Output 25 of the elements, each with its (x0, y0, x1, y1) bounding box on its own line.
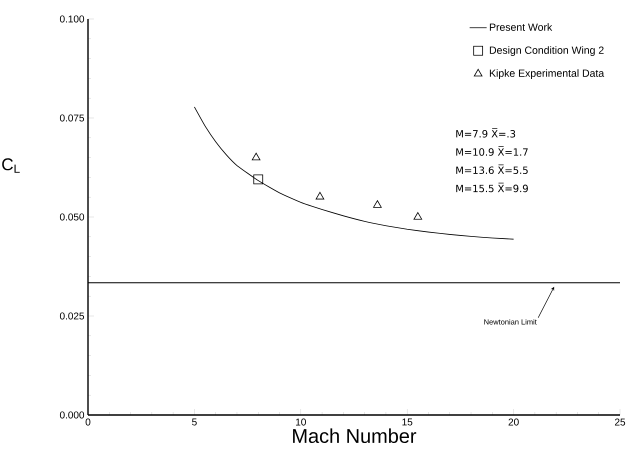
y-tick-label: 0.050 (60, 213, 84, 221)
point (252, 152, 260, 160)
x-axis-title: Mach Number (293, 428, 416, 444)
y-tick-label: 0.025 (60, 312, 84, 320)
annotation: M=10.9 X̅=1.7 (456, 146, 528, 156)
legend-label: Kipke Experimental Data (490, 69, 604, 79)
x-tick-label: 5 (192, 418, 197, 426)
x-tick-label: 25 (614, 418, 626, 426)
annotation: M=15.5 X̅=9.9 (456, 182, 528, 192)
point (316, 192, 324, 200)
legend-label: Design Condition Wing 2 (490, 46, 604, 56)
x-tick-label: 20 (508, 418, 519, 426)
y-tick-label: 0.000 (60, 411, 84, 419)
y-axis-title: C$_{L}$ (2, 158, 20, 173)
annotation: M=13.6 X̅=5.5 (456, 164, 528, 174)
x-tick-label: 15 (402, 418, 412, 426)
point (373, 200, 382, 208)
x-tick-label: 0 (86, 418, 90, 426)
point (253, 174, 264, 184)
point (414, 212, 422, 220)
legend-label: Present Work (490, 23, 552, 31)
x-tick-label: 10 (296, 418, 306, 426)
annotation: M=7.9 X̅=.3 (456, 128, 516, 138)
y-tick-label: 0.100 (60, 15, 84, 23)
y-tick-label: 0.075 (60, 114, 84, 122)
